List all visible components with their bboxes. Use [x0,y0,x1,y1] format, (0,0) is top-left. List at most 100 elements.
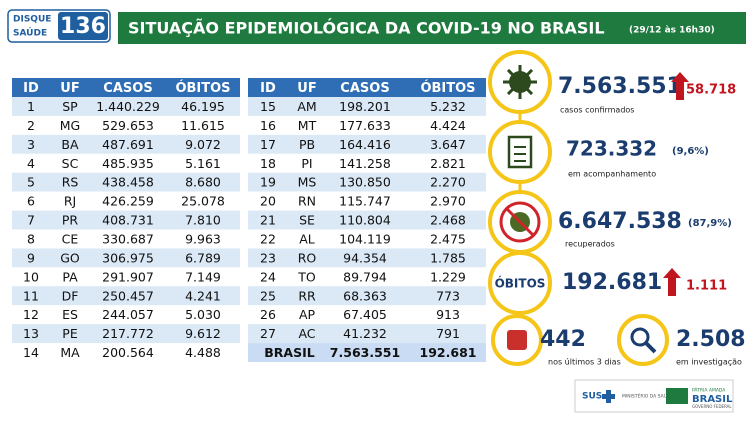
icon [499,201,541,243]
table-header [248,78,486,97]
table-cell: 2.970 [430,194,466,209]
table-cell: 9.612 [185,326,221,341]
table-row [248,286,486,306]
table-cell: 306.975 [102,250,154,265]
up-arrow [663,268,681,296]
table-cell: PE [62,326,78,341]
table-cell: 9 [27,250,35,265]
table-row [12,229,240,249]
table-cell: 22 [260,231,276,246]
column-header: UF [297,81,316,96]
table-cell: 9.963 [185,231,221,246]
table-cell: MS [298,175,317,190]
table-cell: RO [298,250,317,265]
stat-label: em acompanhamento [568,170,656,179]
table-cell: DF [62,288,79,303]
table-cell: 177.633 [339,118,391,133]
table-cell: 487.691 [102,137,154,152]
table-cell: AL [299,231,315,246]
table-cell: 913 [436,307,460,322]
table-cell: 89.794 [343,269,387,284]
table-cell: 2.475 [430,231,466,246]
icon [506,68,522,84]
table-cell: 68.363 [343,288,387,303]
icon [644,341,657,354]
table-row [248,115,486,135]
table-cell: 438.458 [102,175,154,190]
footer-box [574,379,734,413]
icon-ring [488,251,552,315]
table-cell: PA [62,269,78,284]
icon [507,330,527,350]
table-cell: 12 [23,307,39,322]
table-cell: 11.615 [181,118,225,133]
table-cell: MG [60,118,80,133]
up-arrow [671,72,689,100]
total-cell: 192.681 [420,345,477,360]
table-cell: RJ [64,194,76,209]
table-row [12,267,240,287]
table-cell: 529.653 [102,118,154,133]
table-cell: 17 [260,137,276,152]
table-cell: PI [301,156,312,171]
table-cell: 4.424 [430,118,466,133]
table-cell: AC [298,326,315,341]
stat-value: 7.563.551 [558,74,682,99]
table-cell: 330.687 [102,231,154,246]
table-row [248,191,486,211]
table-cell: 6 [27,194,35,209]
table-cell: 4 [27,156,35,171]
table-cell: 14 [23,345,39,360]
table-cell: 198.201 [339,99,391,114]
table-cell: 408.731 [102,213,154,228]
table-row [248,210,486,230]
table-header [12,78,240,97]
stat-value: 6.647.538 [558,209,682,234]
stat-change: 58.718 [686,83,736,98]
table-cell: 5.030 [185,307,221,322]
table-cell: 10 [23,269,39,284]
table-cell: PR [62,213,79,228]
table-cell: MT [298,118,317,133]
table-cell: MA [60,345,80,360]
table-row [12,343,240,362]
table-cell: 21 [260,213,276,228]
table-cell: 41.232 [343,326,387,341]
table-cell: SC [62,156,79,171]
stat-change: 1.111 [686,279,727,294]
table-cell: 217.772 [102,326,154,341]
table-row [248,134,486,154]
table-row [12,172,240,192]
table-cell: 426.259 [102,194,154,209]
table-cell: 1.229 [430,269,466,284]
table-cell: 291.907 [102,269,154,284]
table-cell: 1.440.229 [96,99,160,114]
table-cell: 94.354 [343,250,387,265]
icon [630,327,650,347]
table-row [12,153,240,173]
stat-value: 723.332 [566,137,657,161]
government: GOVERNO FEDERAL [692,404,732,409]
table-cell: 18 [260,156,276,171]
table-cell: AP [299,307,316,322]
table-cell: 27 [260,326,276,341]
table-cell: 244.057 [102,307,154,322]
stat-heading: ÓBITOS [495,276,546,291]
table-cell: TO [297,269,316,284]
table-cell: 7.810 [185,213,221,228]
column-header: ÓBITOS [420,80,475,96]
table-cell: 4.241 [185,288,221,303]
table-row [12,191,240,211]
table-cell: CE [62,231,79,246]
table-cell: 773 [436,288,460,303]
table-cell: BA [61,137,79,152]
table-row [12,115,240,135]
icon [507,135,533,169]
table-row [12,97,240,116]
table-cell: 25.078 [181,194,225,209]
table-row [248,97,486,116]
icon [518,80,534,96]
table-cell: 2 [27,118,35,133]
ministry: MINISTÉRIO DA SAÚDE [622,392,673,400]
